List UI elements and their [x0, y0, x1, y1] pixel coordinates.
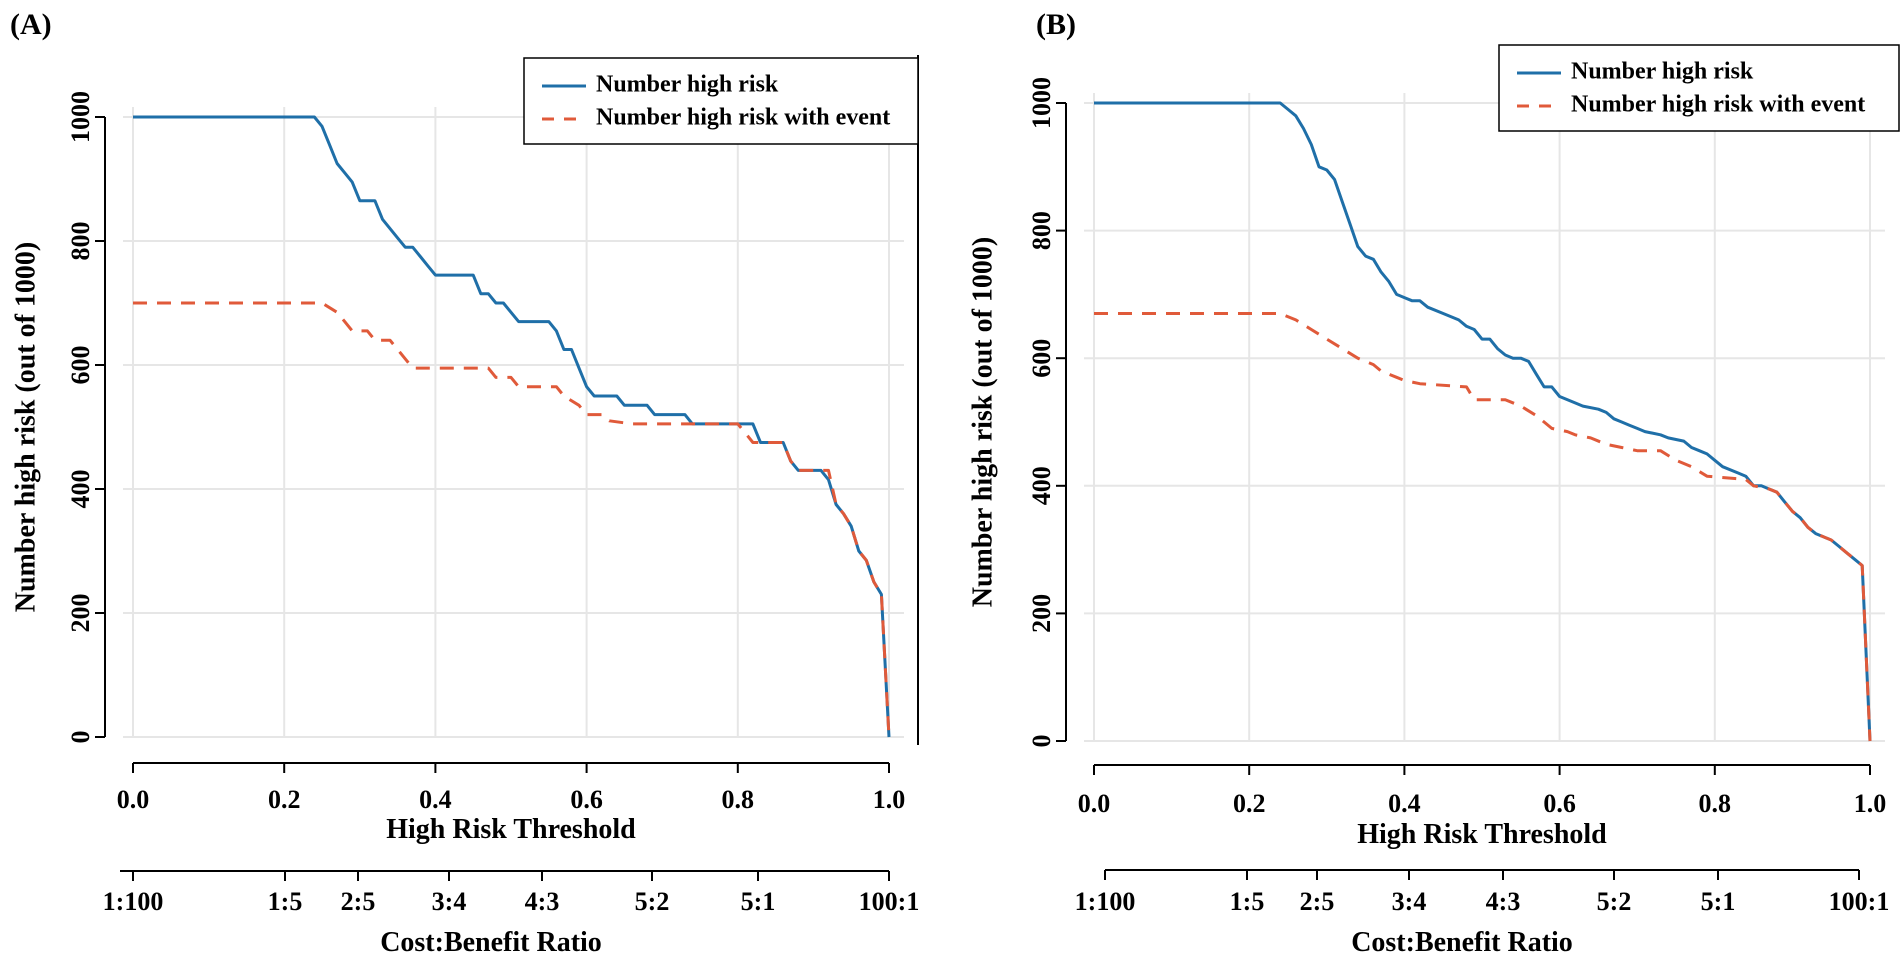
ratio-tick-label: 5:2	[635, 887, 670, 916]
panel-a: 0 200 400 600 800 1000 Number high risk (out o…	[10, 8, 919, 958]
x-axis-title: High Risk Threshold	[1357, 819, 1607, 850]
y-tick-label: 800	[66, 222, 95, 261]
ratio-tick-label: 100:1	[1829, 887, 1890, 916]
y-tick-label: 0	[1027, 735, 1056, 748]
y-axis-title: Number high risk (out of 1000)	[10, 242, 41, 613]
x-tick-label: 1.0	[873, 785, 906, 814]
x-tick-label: 0.0	[117, 785, 150, 814]
panel-label: (A)	[10, 8, 52, 41]
ratio-tick-label: 5:1	[741, 887, 776, 916]
legend-box	[523, 57, 919, 145]
ratio-axis-title: Cost:Benefit Ratio	[1351, 927, 1573, 958]
x-tick-label: 0.2	[1233, 789, 1266, 818]
ratio-tick-label: 5:1	[1701, 887, 1736, 916]
x-tick-label: 0.6	[570, 785, 603, 814]
panel-b: 0 200 400 600 800 1000 Number high risk (out o…	[967, 8, 1900, 958]
legend-box	[1498, 44, 1900, 132]
x-tick-label: 0.4	[1388, 789, 1421, 818]
legend-entry: Number high risk with event	[596, 105, 890, 131]
x-axis-title: High Risk Threshold	[386, 814, 636, 845]
y-tick-label: 200	[1027, 594, 1056, 633]
y-tick-label: 600	[1027, 339, 1056, 378]
y-tick-label: 800	[1027, 211, 1056, 250]
ratio-tick-label: 100:1	[859, 887, 920, 916]
ratio-tick-label: 1:5	[1230, 887, 1265, 916]
y-tick-label: 1000	[66, 91, 95, 143]
ratio-axis-title: Cost:Benefit Ratio	[380, 927, 602, 958]
ratio-tick-label: 3:4	[1392, 887, 1427, 916]
ratio-tick-label: 3:4	[432, 887, 467, 916]
ratio-tick-label: 1:100	[103, 887, 164, 916]
y-tick-label: 200	[66, 594, 95, 633]
ratio-tick-label: 1:5	[268, 887, 303, 916]
legend-entry: Number high risk with event	[1571, 92, 1865, 118]
ratio-tick-label: 2:5	[1300, 887, 1335, 916]
x-tick-label: 0.2	[268, 785, 301, 814]
legend-entry: Number high risk	[1571, 59, 1754, 85]
series-number-high-risk-with-event-line	[1094, 312, 1872, 742]
ratio-tick-label: 4:3	[525, 887, 560, 916]
series-number-high-risk-line	[133, 115, 891, 738]
y-tick-label: 400	[66, 470, 95, 509]
ratio-tick-label: 1:100	[1075, 887, 1136, 916]
ratio-tick-label: 5:2	[1597, 887, 1632, 916]
y-tick-label: 400	[1027, 466, 1056, 505]
y-axis-title: Number high risk (out of 1000)	[967, 237, 998, 608]
series-number-high-risk-with-event-line	[133, 301, 891, 738]
y-tick-label: 1000	[1027, 77, 1056, 129]
x-tick-label: 0.8	[1699, 789, 1732, 818]
x-tick-label: 0.0	[1078, 789, 1111, 818]
x-tick-label: 0.4	[419, 785, 452, 814]
series-number-high-risk-line	[1094, 101, 1872, 742]
y-tick-label: 0	[66, 731, 95, 744]
legend-entry: Number high risk	[596, 72, 779, 98]
ratio-tick-label: 4:3	[1486, 887, 1521, 916]
x-tick-label: 1.0	[1854, 789, 1887, 818]
panel-label: (B)	[1036, 8, 1076, 41]
y-tick-label: 600	[66, 346, 95, 385]
x-tick-label: 0.6	[1543, 789, 1576, 818]
x-tick-label: 0.8	[722, 785, 755, 814]
ratio-tick-label: 2:5	[341, 887, 376, 916]
